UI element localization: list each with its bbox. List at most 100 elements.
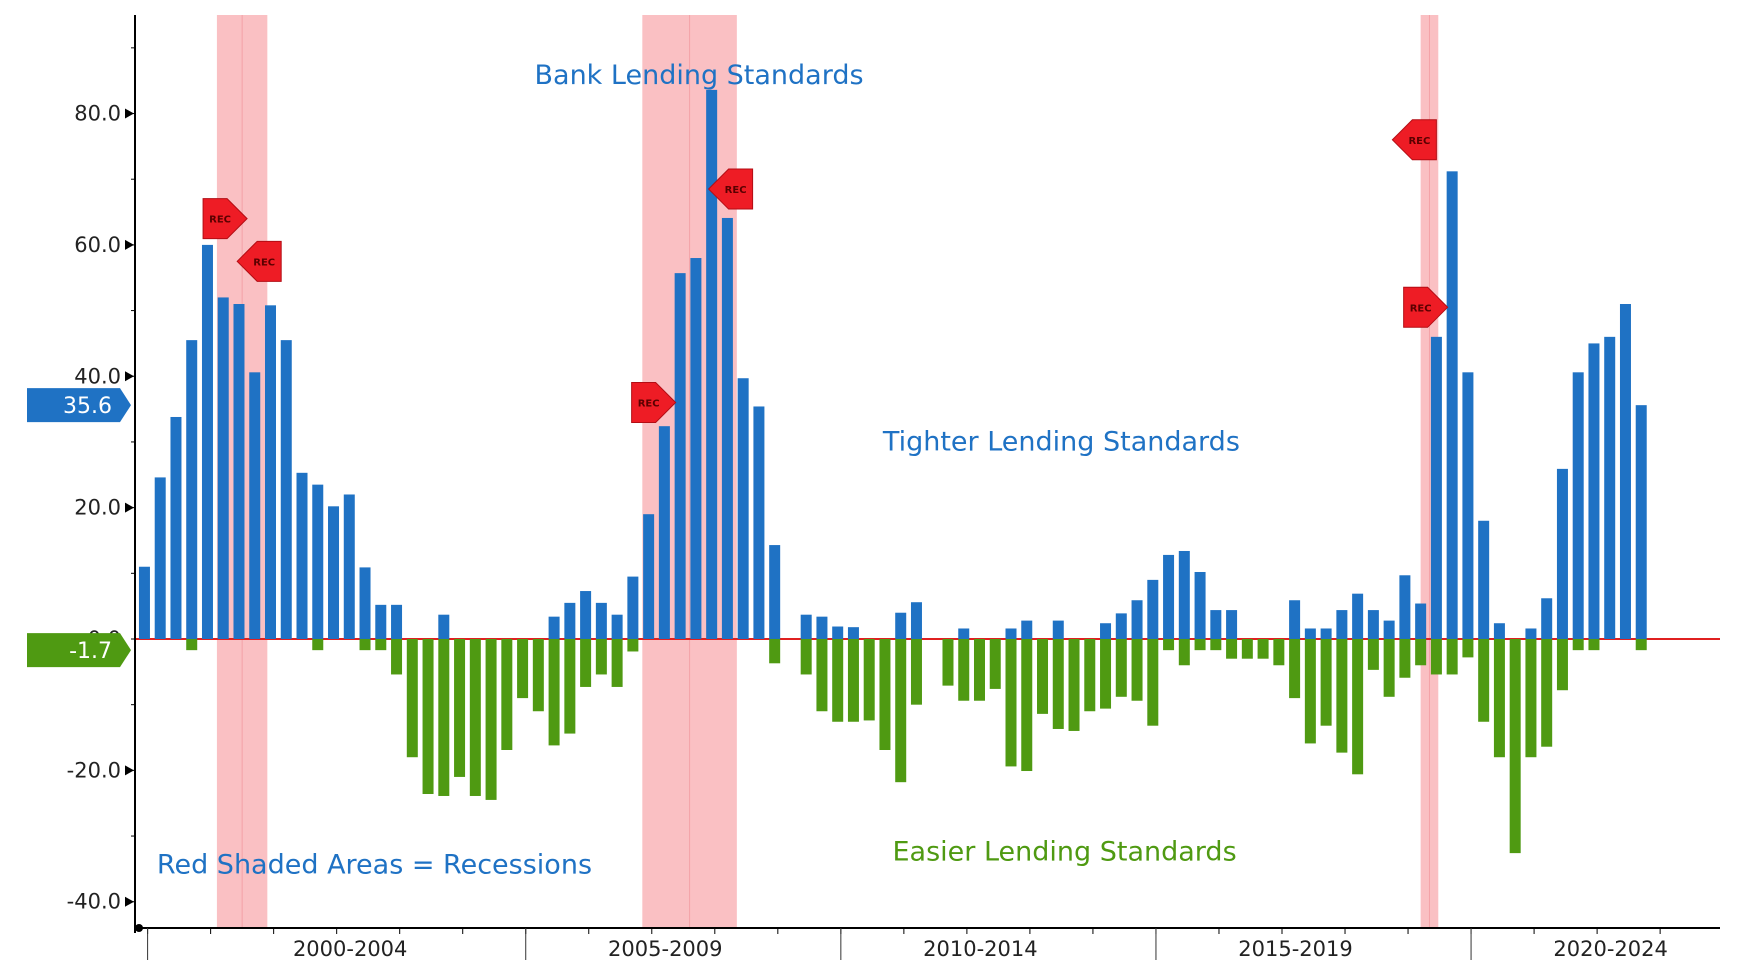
tighter-bar	[1147, 579, 1159, 639]
tighter-bar	[343, 494, 355, 639]
tighter-bar	[1572, 372, 1584, 639]
tighter-bar	[895, 612, 907, 639]
easier-bar	[895, 638, 907, 783]
tighter-bar	[1588, 343, 1600, 639]
tighter-bar	[438, 614, 450, 639]
tighter-bar	[233, 304, 245, 639]
y-tick-label: 60.0	[74, 233, 121, 257]
tighter-bar	[595, 602, 607, 639]
tighter-bar	[737, 378, 749, 639]
tighter-bar	[832, 626, 844, 639]
tighter-bar	[1525, 628, 1537, 639]
easier-bar	[1430, 638, 1442, 675]
easier-bar	[485, 638, 497, 800]
tighter-bar	[800, 614, 812, 639]
tighter-bar	[1052, 620, 1064, 639]
tighter-bar	[280, 340, 292, 639]
tighter-bar	[721, 217, 733, 639]
x-period-label: 2010-2014	[923, 937, 1037, 961]
easier-bar	[186, 638, 198, 651]
tighter-bar	[611, 614, 623, 639]
tighter-bar	[186, 340, 198, 639]
y-tick-arrow	[125, 371, 134, 382]
tighter-bar	[548, 616, 560, 639]
easier-bar	[611, 638, 623, 687]
easier-bar	[532, 638, 544, 712]
recession-marker-label: REC	[253, 257, 275, 268]
y-tick-arrow	[125, 502, 134, 513]
tighter-bar	[296, 472, 308, 639]
easier-bar	[1005, 638, 1017, 767]
easier-bar	[800, 638, 812, 675]
x-period-label: 2020-2024	[1553, 937, 1667, 961]
tighter-bar	[769, 545, 781, 639]
easier-bar	[564, 638, 576, 734]
tighter-bar	[1163, 554, 1175, 639]
tighter-bar	[1367, 610, 1379, 639]
tighter-bar	[312, 484, 324, 639]
easier-bar	[469, 638, 481, 796]
tighter-bar	[328, 506, 340, 639]
easier-bar	[1273, 638, 1285, 666]
easier-bar	[1241, 638, 1253, 659]
easier-bar	[1068, 638, 1080, 731]
easier-bar	[548, 638, 560, 746]
easier-bar	[1100, 638, 1112, 709]
value-tag	[27, 633, 131, 668]
easier-bar	[1493, 638, 1505, 758]
tighter-bar	[1430, 336, 1442, 639]
tighter-bar	[201, 244, 213, 639]
y-tick-arrow	[125, 896, 134, 907]
tighter-bar	[627, 576, 639, 639]
tighter-bar	[1194, 571, 1206, 639]
easier-bar	[1399, 638, 1411, 678]
tighter-bar	[1226, 610, 1238, 639]
tighter-bar	[674, 273, 686, 639]
tighter-bar	[1415, 603, 1427, 639]
easier-bar	[1226, 638, 1238, 659]
easier-bar	[517, 638, 529, 699]
recession-marker-label: REC	[638, 399, 660, 410]
easier-bar	[958, 638, 970, 701]
easier-bar	[375, 638, 387, 651]
value-tags: 35.6 -1.7	[27, 388, 131, 668]
y-tick-label: 80.0	[74, 102, 121, 126]
recession-marker-label: REC	[1408, 136, 1430, 147]
recession-markers: REC REC REC REC REC REC	[202, 119, 1449, 424]
tighter-bar	[564, 602, 576, 639]
easier-bar	[359, 638, 371, 651]
tighter-bar	[753, 406, 765, 639]
y-tick-label: 20.0	[74, 496, 121, 520]
tighter-bar	[1178, 550, 1190, 639]
tighter-bar	[1399, 575, 1411, 639]
easier-bar	[989, 638, 1001, 689]
easier-bar	[406, 638, 418, 758]
easier-bar	[1541, 638, 1553, 747]
easier-bar	[391, 638, 403, 675]
x-period-label: 2005-2009	[608, 937, 722, 961]
tighter-bar	[249, 372, 261, 639]
recession-marker	[707, 168, 754, 210]
tighter-bar	[958, 628, 970, 639]
tighter-bar	[154, 477, 166, 639]
easier-bar	[1052, 638, 1064, 729]
tighter-bar	[1541, 598, 1553, 639]
tighter-bar	[1446, 171, 1458, 639]
easier-bar	[1383, 638, 1395, 697]
recession-marker	[1391, 119, 1437, 161]
easier-bar	[438, 638, 450, 796]
easier-bar	[1588, 638, 1600, 651]
easier-bar	[1446, 638, 1458, 675]
tighter-bar	[1462, 372, 1474, 639]
easier-bar	[1478, 638, 1490, 722]
recession-marker	[202, 198, 248, 240]
easier-bar	[1194, 638, 1206, 651]
tighter-bar	[359, 567, 371, 639]
tighter-bar	[1556, 468, 1568, 639]
easier-bar	[1021, 638, 1033, 772]
tighter-bar	[375, 604, 387, 639]
easier-bar	[454, 638, 466, 777]
tighter-bar	[1289, 600, 1301, 639]
axis-origin-dot	[135, 924, 143, 932]
